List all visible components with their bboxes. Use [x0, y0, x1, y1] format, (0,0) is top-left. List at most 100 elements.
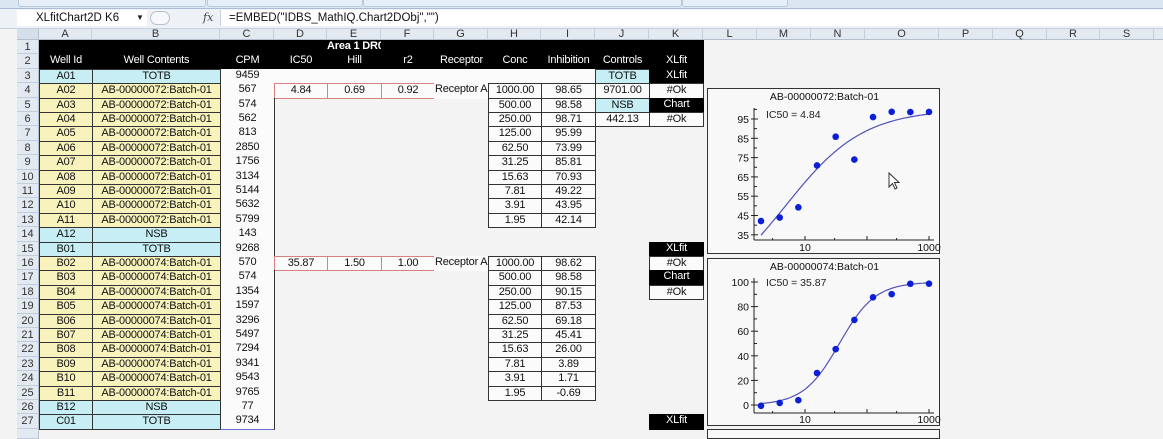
- cell-k2[interactable]: XLfit: [649, 54, 704, 70]
- row-header-3[interactable]: 3: [17, 68, 39, 84]
- cell-k17[interactable]: Chart: [649, 270, 704, 286]
- cell-a25[interactable]: B11: [39, 385, 93, 401]
- formula-bar-toggle-button[interactable]: [150, 11, 170, 25]
- row-header-26[interactable]: 26: [17, 400, 39, 415]
- ribbon-button[interactable]: [18, 0, 206, 7]
- column-header-p[interactable]: P: [939, 29, 993, 40]
- cell-j4[interactable]: 9701.00: [595, 83, 650, 99]
- row-header-21[interactable]: 21: [17, 328, 39, 343]
- row-header-4[interactable]: 4: [17, 83, 39, 98]
- column-header-a[interactable]: A: [39, 29, 92, 40]
- cell-h7[interactable]: 125.00: [488, 126, 542, 142]
- cell-j5[interactable]: NSB: [595, 97, 650, 113]
- column-header-h[interactable]: H: [488, 29, 541, 40]
- formula-input[interactable]: =EMBED("IDBS_MathIQ.Chart2DObj",""): [220, 10, 1163, 26]
- cell-b15[interactable]: TOTB: [92, 241, 221, 257]
- row-header-22[interactable]: 22: [17, 342, 39, 357]
- cell-a20[interactable]: B06: [39, 313, 93, 329]
- cell-h4[interactable]: 1000.00: [488, 83, 542, 99]
- cell-h10[interactable]: 15.63: [488, 169, 542, 185]
- cell[interactable]: [274, 40, 328, 56]
- cell-c17[interactable]: 574: [220, 270, 275, 286]
- cell-f2[interactable]: r2: [381, 54, 435, 70]
- row-header-6[interactable]: 6: [17, 112, 39, 127]
- cell-b18[interactable]: AB-00000074:Batch-01: [92, 284, 221, 301]
- cell-h21[interactable]: 31.25: [488, 328, 542, 344]
- cell-f16[interactable]: 1.00: [381, 256, 435, 272]
- cell-i20[interactable]: 69.18: [541, 313, 596, 329]
- cell-b19[interactable]: AB-00000074:Batch-01: [92, 299, 221, 315]
- cell-c7[interactable]: 813: [220, 126, 275, 142]
- cell-b14[interactable]: NSB: [92, 227, 221, 243]
- cell-i21[interactable]: 45.41: [541, 328, 596, 344]
- cell-h11[interactable]: 7.81: [488, 184, 542, 200]
- column-header-m[interactable]: M: [757, 29, 811, 40]
- row-header-7[interactable]: 7: [17, 126, 39, 141]
- cell[interactable]: [220, 40, 275, 56]
- cell-a3[interactable]: A01: [39, 68, 93, 85]
- cell-a23[interactable]: B09: [39, 356, 93, 373]
- cell-c3[interactable]: 9459: [220, 68, 275, 85]
- column-header-r[interactable]: R: [1047, 29, 1100, 40]
- cell[interactable]: [274, 68, 328, 85]
- cell-g2[interactable]: Receptor: [434, 54, 489, 70]
- cell-k15[interactable]: XLfit: [649, 241, 704, 257]
- cell-b23[interactable]: AB-00000074:Batch-01: [92, 356, 221, 373]
- cell-c20[interactable]: 3296: [220, 313, 275, 329]
- row-header-16[interactable]: 16: [17, 256, 39, 271]
- row-header-9[interactable]: 9: [17, 155, 39, 170]
- cell-b13[interactable]: AB-00000072:Batch-01: [92, 212, 221, 229]
- cell-c8[interactable]: 2850: [220, 140, 275, 157]
- cell-c22[interactable]: 7294: [220, 342, 275, 358]
- cell[interactable]: [488, 40, 542, 56]
- cell-d4[interactable]: 4.84: [274, 83, 328, 99]
- cell-e2[interactable]: Hill: [327, 54, 382, 70]
- cell-d16[interactable]: 35.87: [274, 256, 328, 272]
- row-header-11[interactable]: 11: [17, 184, 39, 199]
- cell[interactable]: [434, 40, 489, 56]
- cell-a18[interactable]: B04: [39, 284, 93, 301]
- insert-function-icon[interactable]: fx: [203, 11, 214, 24]
- cell-j6[interactable]: 442.13: [595, 112, 650, 128]
- cell-i2[interactable]: Inhibition: [541, 54, 596, 70]
- cell[interactable]: [39, 40, 93, 56]
- ribbon-button[interactable]: [682, 0, 788, 7]
- row-header-13[interactable]: 13: [17, 212, 39, 228]
- cell[interactable]: [381, 40, 435, 56]
- cell-h17[interactable]: 500.00: [488, 270, 542, 286]
- cell-a15[interactable]: B01: [39, 241, 93, 257]
- cell-a5[interactable]: A03: [39, 97, 93, 113]
- cell-a26[interactable]: B12: [39, 400, 93, 416]
- cell-d2[interactable]: IC50: [274, 54, 328, 70]
- row-header-20[interactable]: 20: [17, 313, 39, 328]
- cell-h24[interactable]: 3.91: [488, 371, 542, 387]
- cell-e16[interactable]: 1.50: [327, 256, 382, 272]
- cell-h16[interactable]: 1000.00: [488, 256, 542, 272]
- column-header-l[interactable]: L: [703, 29, 757, 40]
- cell-b4[interactable]: AB-00000072:Batch-01: [92, 83, 221, 99]
- cell-b17[interactable]: AB-00000074:Batch-01: [92, 270, 221, 286]
- cell-c11[interactable]: 5144: [220, 184, 275, 200]
- cell-c16[interactable]: 570: [220, 256, 275, 272]
- cell-e1[interactable]: Area 1 DR001: [327, 40, 396, 56]
- column-header-s[interactable]: S: [1100, 29, 1154, 40]
- cell-g16[interactable]: Receptor A: [434, 256, 489, 272]
- cell-k27[interactable]: XLfit: [649, 414, 704, 430]
- cell-c15[interactable]: 9268: [220, 241, 275, 257]
- cell-i11[interactable]: 49.22: [541, 184, 596, 200]
- cell-j3[interactable]: TOTB: [595, 68, 650, 85]
- cell-c21[interactable]: 5497: [220, 328, 275, 344]
- cell-c18[interactable]: 1354: [220, 284, 275, 301]
- cell-c14[interactable]: 143: [220, 227, 275, 243]
- cell-i16[interactable]: 98.62: [541, 256, 596, 272]
- chart-plot[interactable]: AB-00000074:Batch-01 IC50 = 35.87 0 20 40 60 8…: [708, 259, 941, 427]
- cell-c25[interactable]: 9765: [220, 385, 275, 401]
- column-header-b[interactable]: B: [92, 29, 220, 40]
- cell-c5[interactable]: 574: [220, 97, 275, 113]
- cell-a17[interactable]: B03: [39, 270, 93, 286]
- cell-h18[interactable]: 250.00: [488, 284, 542, 301]
- cell-k6[interactable]: #Ok: [649, 112, 704, 128]
- cell[interactable]: [649, 40, 704, 56]
- row-header[interactable]: [17, 428, 39, 439]
- cell-a9[interactable]: A07: [39, 155, 93, 171]
